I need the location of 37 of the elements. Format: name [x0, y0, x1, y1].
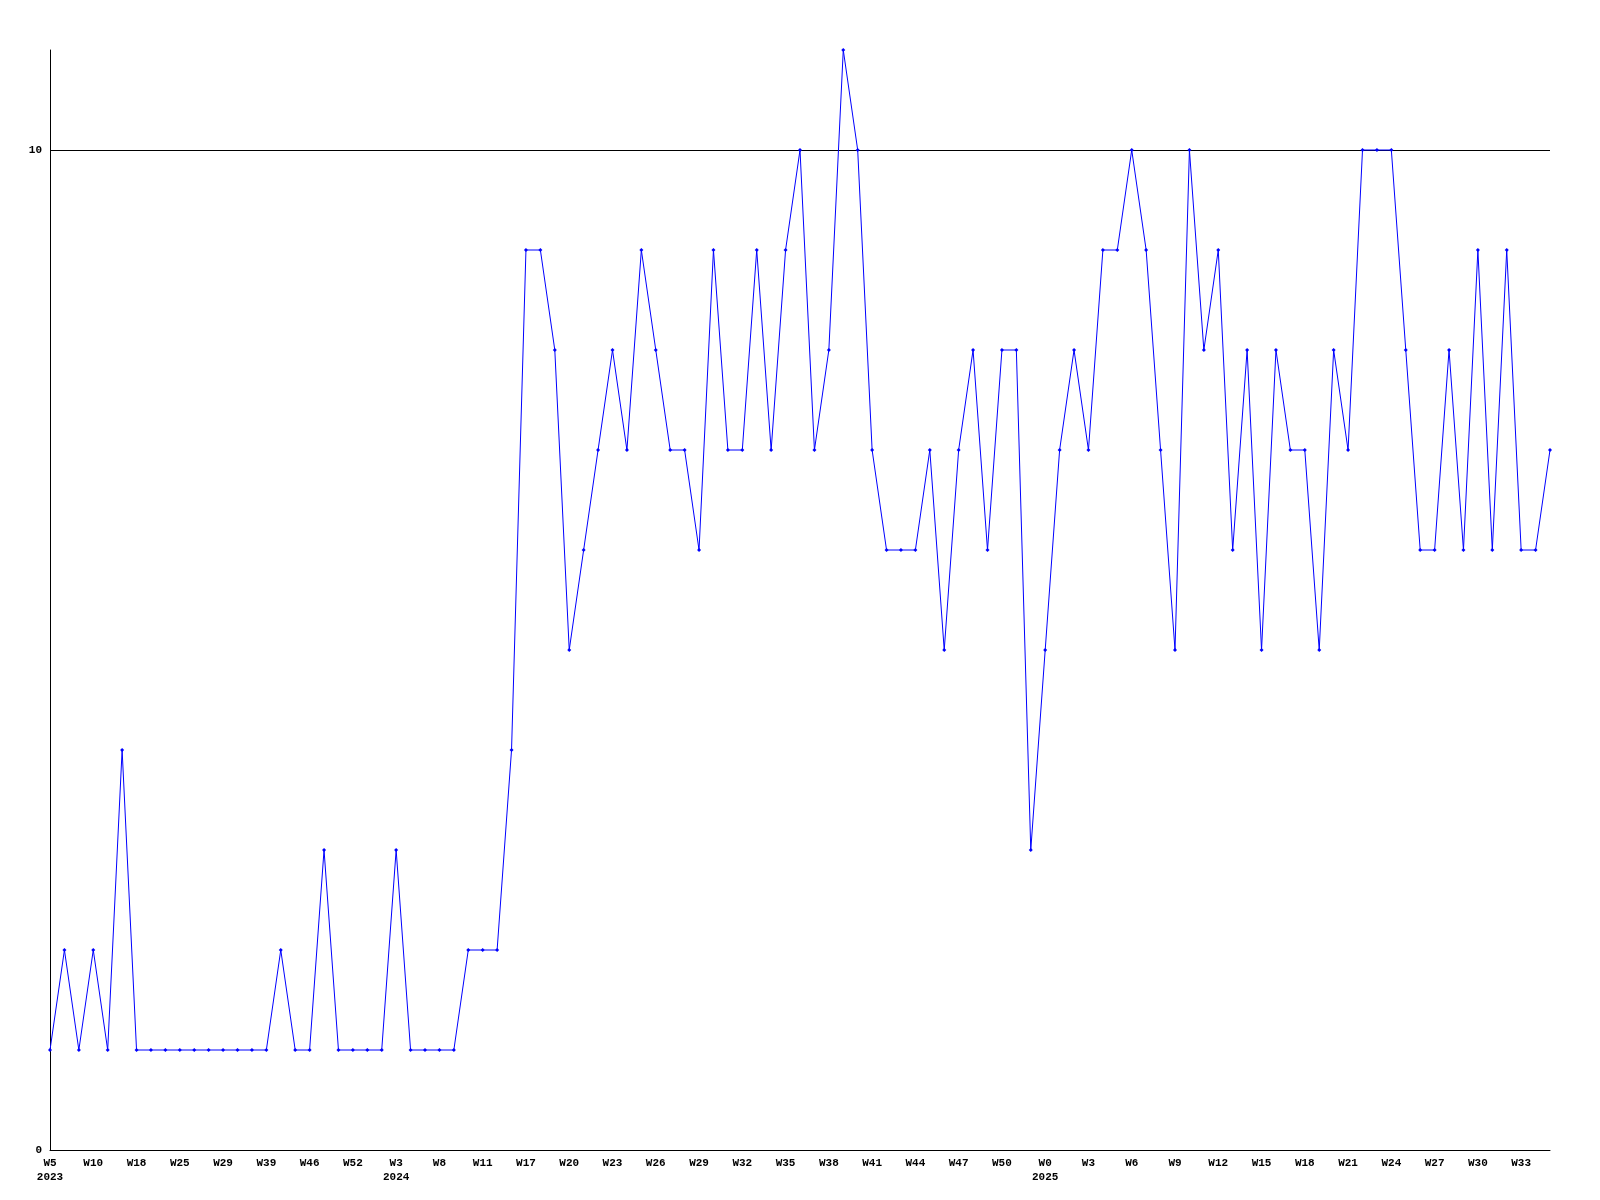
x-tick-label: W29 — [213, 1157, 233, 1169]
x-tick-label: W8 — [432, 1157, 447, 1169]
x-tick-label: W6 — [1125, 1157, 1139, 1169]
x-tick-label: W32 — [732, 1157, 753, 1169]
y-tick-label: 10 — [28, 144, 42, 156]
x-tick-label: W23 — [602, 1157, 623, 1169]
x-tick-label: W44 — [905, 1157, 926, 1169]
x-tick-label: W47 — [948, 1157, 969, 1169]
y-tick-label: 0 — [35, 1144, 42, 1156]
x-tick-label: W39 — [256, 1157, 277, 1169]
x-tick-label: W52 — [342, 1157, 363, 1169]
x-tick-label: W20 — [559, 1157, 580, 1169]
x-tick-label: W33 — [1511, 1157, 1532, 1169]
x-tick-label: W41 — [862, 1157, 883, 1169]
x-tick-label: W3 2024 — [382, 1157, 410, 1183]
x-tick-label: W29 — [689, 1157, 709, 1169]
x-tick-label: W11 — [472, 1157, 493, 1169]
x-tick-label: W35 — [775, 1157, 796, 1169]
x-tick-label: W10 — [83, 1157, 104, 1169]
x-tick-label: W30 — [1467, 1157, 1488, 1169]
x-tick-label: W24 — [1381, 1157, 1402, 1169]
x-tick-label: W21 — [1338, 1157, 1359, 1169]
x-tick-label: W18 — [126, 1157, 147, 1169]
x-tick-label: W38 — [818, 1157, 840, 1169]
x-tick-label: W15 — [1251, 1157, 1272, 1169]
x-tick-label: W18 — [1294, 1157, 1316, 1169]
x-tick-label: W0 2025 — [1031, 1157, 1059, 1183]
x-tick-label: W17 — [516, 1157, 536, 1169]
x-tick-label: W50 — [992, 1157, 1012, 1169]
x-tick-label: W9 — [1168, 1157, 1182, 1169]
x-tick-label: W27 — [1424, 1157, 1445, 1169]
x-tick-label: W5 2023 — [36, 1157, 64, 1183]
x-tick-label: W3 — [1081, 1157, 1096, 1169]
x-tick-label: W46 — [299, 1157, 320, 1169]
x-tick-label: W25 — [169, 1157, 191, 1169]
x-tick-label: W12 — [1208, 1157, 1229, 1169]
x-tick-label: W26 — [645, 1157, 666, 1169]
